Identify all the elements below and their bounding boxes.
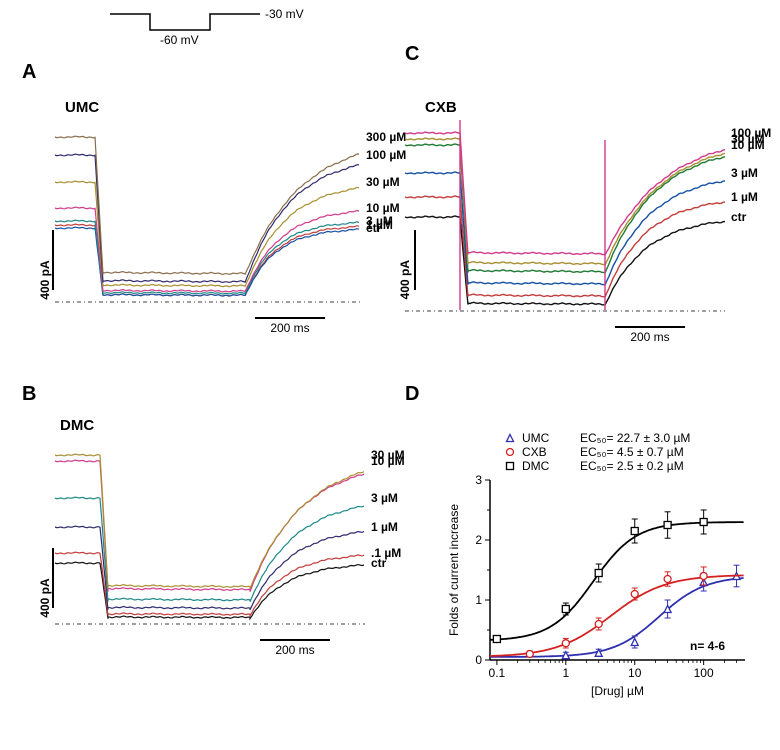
y-tick-label: 3 (475, 473, 482, 487)
marker (562, 640, 569, 647)
conc-label: 10 µM (366, 201, 400, 215)
panel-letter-b: B (22, 383, 36, 405)
dose-response-plot: 0 1 2 3 0.1 1 10 100 [Drug] µM Folds of current i… (447, 431, 745, 698)
marker (493, 636, 500, 643)
scalebar-y-label: 400 pA (398, 260, 412, 300)
panel-letter-d: D (405, 383, 419, 405)
conc-label: 30 µM (366, 175, 400, 189)
y-axis-label: Folds of current increase (447, 504, 461, 636)
marker (664, 522, 671, 529)
marker (562, 606, 569, 613)
scalebar-y-label: 400 pA (38, 260, 52, 300)
conc-label: ctr (731, 210, 747, 224)
panel-letter-a: A (22, 61, 36, 83)
trace (55, 526, 364, 610)
trace (55, 562, 364, 619)
conc-label: 10 µM (371, 454, 405, 468)
legend-item: UMC (522, 431, 550, 445)
marker (595, 621, 602, 628)
protocol-hold-label: -30 mV (265, 7, 304, 21)
x-tick-label: 100 (694, 666, 714, 680)
panel-title-a: UMC (65, 99, 99, 116)
scalebar-x-label: 200 ms (275, 643, 314, 657)
panel-title-c: CXB (425, 99, 457, 116)
x-axis-label: [Drug] µM (591, 684, 644, 698)
conc-label: ctr (371, 556, 387, 570)
marker (700, 573, 707, 580)
trace-panel: 100 µM30 µM10 µM3 µM1 µMctr400 pA200 ms (398, 120, 771, 344)
trace (405, 132, 725, 255)
legend-item: DMC (522, 459, 550, 473)
trace-panel: 30 µM10 µM3 µM1 µM.1 µMctr400 pA200 ms (38, 448, 405, 657)
marker (700, 519, 707, 526)
conc-label: 1 µM (371, 520, 398, 534)
y-tick-label: 0 (475, 653, 482, 667)
x-tick-label: 10 (628, 666, 642, 680)
conc-label: 3 µM (371, 491, 398, 505)
scalebar-x-label: 200 ms (270, 321, 309, 335)
scalebar-x-label: 200 ms (630, 330, 669, 344)
conc-label: 10 µM (731, 138, 765, 152)
marker (507, 435, 514, 442)
legend-item: CXB (522, 445, 547, 459)
marker (526, 651, 533, 658)
voltage-protocol: -30 mV -60 mV (110, 7, 304, 47)
scalebar-y-label: 400 pA (38, 578, 52, 618)
trace (405, 196, 725, 297)
marker (664, 576, 671, 583)
ec50-label: EC₅₀= 4.5 ± 0.7 µM (580, 445, 684, 459)
y-tick-label: 1 (475, 593, 482, 607)
trace (405, 172, 725, 285)
marker (631, 639, 638, 646)
marker (631, 591, 638, 598)
conc-label: 300 µM (366, 130, 406, 144)
n-label: n= 4-6 (690, 639, 725, 653)
conc-label: 100 µM (366, 148, 406, 162)
trace (405, 138, 725, 265)
panel-title-b: DMC (60, 417, 94, 434)
trace (55, 552, 364, 616)
ec50-label: EC₅₀= 22.7 ± 3.0 µM (580, 431, 690, 445)
marker (507, 449, 514, 456)
x-tick-label: 1 (562, 666, 569, 680)
marker (631, 528, 638, 535)
trace (405, 216, 725, 305)
conc-label: 3 µM (731, 166, 758, 180)
marker (507, 463, 514, 470)
marker (562, 652, 569, 659)
marker (595, 570, 602, 577)
ec50-label: EC₅₀= 2.5 ± 0.2 µM (580, 459, 684, 473)
trace-panel: 300 µM100 µM30 µM10 µM3 µMctr1 µM400 pA2… (38, 130, 406, 335)
conc-label: 1 µM (366, 218, 393, 232)
protocol-step-label: -60 mV (160, 33, 199, 47)
conc-label: 1 µM (731, 190, 758, 204)
panel-letter-c: C (405, 43, 419, 65)
y-tick-label: 2 (475, 533, 482, 547)
x-tick-label: 0.1 (489, 666, 506, 680)
